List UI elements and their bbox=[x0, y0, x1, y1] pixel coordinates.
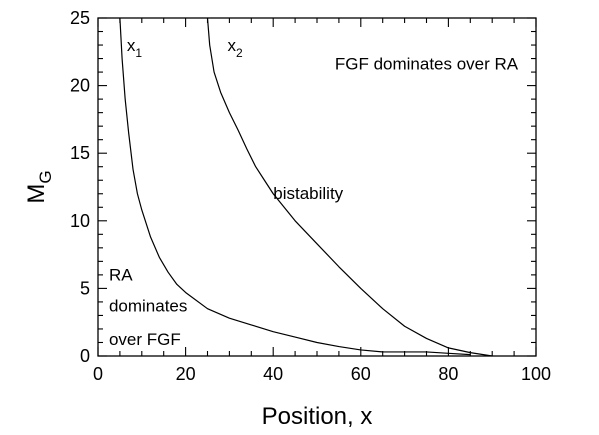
x-axis-title: Position, x bbox=[262, 403, 373, 430]
x-tick-label: 60 bbox=[351, 364, 371, 384]
x-tick-label: 100 bbox=[521, 364, 551, 384]
series-line-x1 bbox=[119, 17, 471, 356]
y-tick-label: 25 bbox=[70, 8, 90, 28]
annotation-ra-3: over FGF bbox=[109, 330, 181, 349]
series-label-x2: x2 bbox=[228, 36, 244, 60]
x-tick-label: 20 bbox=[176, 364, 196, 384]
labels: x1 x2 FGF dominates over RA bistability RA do… bbox=[109, 36, 519, 349]
y-tick-label: 15 bbox=[70, 143, 90, 163]
y-tick-label: 5 bbox=[80, 278, 90, 298]
ticks: 0 20 40 60 80 100 0 5 10 15 20 25 bbox=[70, 8, 551, 384]
x-tick-label: 80 bbox=[438, 364, 458, 384]
annotation-ra-1: RA bbox=[109, 265, 133, 284]
annotation-fgf: FGF dominates over RA bbox=[335, 54, 519, 73]
y-axis-title: MG bbox=[23, 170, 55, 203]
annotation-bistability: bistability bbox=[273, 184, 343, 203]
curves bbox=[119, 17, 493, 357]
y-axis-title-main: M bbox=[23, 184, 50, 204]
y-tick-label: 0 bbox=[80, 346, 90, 366]
y-axis-title-sub: G bbox=[36, 170, 55, 183]
x-tick-label: 40 bbox=[263, 364, 283, 384]
annotation-ra-2: dominates bbox=[109, 296, 187, 315]
y-tick-label: 10 bbox=[70, 211, 90, 231]
x-tick-label: 0 bbox=[93, 364, 103, 384]
series-line-x2 bbox=[206, 17, 493, 357]
y-tick-label: 20 bbox=[70, 76, 90, 96]
series-label-x1: x1 bbox=[127, 36, 142, 60]
svg-text:MG: MG bbox=[23, 170, 55, 203]
